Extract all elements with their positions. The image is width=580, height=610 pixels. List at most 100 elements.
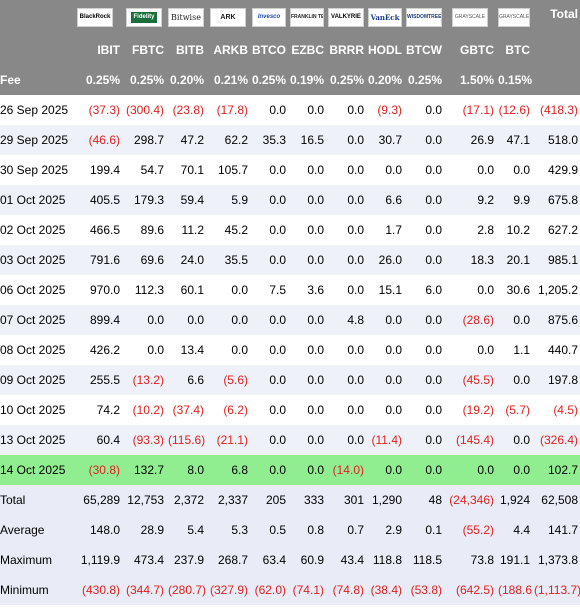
stat-cell: 28.9 [122, 515, 166, 545]
flow-cell: 0.0 [326, 245, 366, 275]
flow-cell: (28.6) [444, 305, 496, 335]
flow-cell: 0.0 [250, 305, 288, 335]
table-row: 26 Sep 2025 (37.3) (300.4) (23.8) (17.8) 0.0 0… [0, 95, 580, 125]
stat-cell: (344.7) [122, 575, 166, 605]
flow-cell: 0.0 [326, 125, 366, 155]
flow-cell: (4.5) [532, 395, 580, 425]
row-date: 09 Oct 2025 [0, 365, 68, 395]
flow-cell: 0.0 [366, 395, 404, 425]
fee-value: 0.19% [288, 65, 326, 95]
flow-cell: 11.2 [166, 215, 206, 245]
grayscale-logo-icon: GRAYSCALE [452, 8, 488, 27]
flow-cell: 627.2 [532, 215, 580, 245]
stat-cell: 62,508 [532, 485, 580, 515]
flow-cell: 0.0 [404, 365, 444, 395]
fee-value: 0.25% [122, 65, 166, 95]
stat-cell: 141.7 [532, 515, 580, 545]
flow-cell: (12.6) [496, 95, 532, 125]
flow-cell: (17.1) [444, 95, 496, 125]
flow-cell: 0.0 [250, 335, 288, 365]
stat-cell: 12,753 [122, 485, 166, 515]
fee-total-spacer [532, 65, 580, 95]
flow-cell: 0.0 [250, 155, 288, 185]
ticker-header-gbtc: GBTC [444, 35, 496, 65]
flow-cell: 20.1 [496, 245, 532, 275]
stat-cell: (62.0) [250, 575, 288, 605]
flow-cell: 0.0 [288, 305, 326, 335]
flow-cell: 30.7 [366, 125, 404, 155]
stat-row-average: Average 148.0 28.9 5.4 5.3 0.5 0.8 0.7 2.9 0.1 (55… [0, 515, 580, 545]
flow-cell: 132.7 [122, 455, 166, 485]
flow-cell: 0.0 [326, 155, 366, 185]
stat-label: Maximum [0, 545, 68, 575]
flow-cell: 0.0 [404, 455, 444, 485]
flow-cell: (93.3) [122, 425, 166, 455]
summary-stats-body: Total 65,289 12,753 2,372 2,337 205 333 301 1,29… [0, 485, 580, 605]
flow-cell: 0.0 [404, 125, 444, 155]
flow-cell: 899.4 [68, 305, 122, 335]
flow-cell: 6.0 [404, 275, 444, 305]
flow-cell: 0.0 [250, 425, 288, 455]
flow-cell: 0.0 [250, 215, 288, 245]
flow-cell: (9.3) [366, 95, 404, 125]
ticker-header-btcw: BTCW [404, 35, 444, 65]
flow-cell: 0.0 [366, 365, 404, 395]
flow-cell: (11.4) [366, 425, 404, 455]
blackrock-logo-icon: BlackRock [77, 8, 113, 27]
stat-cell: 0.8 [288, 515, 326, 545]
flow-cell: 0.0 [326, 425, 366, 455]
ticker-header-btco: BTCO [250, 35, 288, 65]
flow-cell: (45.5) [444, 365, 496, 395]
stat-row-total: Total 65,289 12,753 2,372 2,337 205 333 301 1,29… [0, 485, 580, 515]
flow-cell: 197.8 [532, 365, 580, 395]
ticker-header-brrr: BRRR [326, 35, 366, 65]
flow-cell: 47.2 [166, 125, 206, 155]
flow-cell: (115.6) [166, 425, 206, 455]
flow-cell: 0.0 [250, 455, 288, 485]
flow-cell: 30.6 [496, 275, 532, 305]
flow-cell: 0.0 [288, 365, 326, 395]
table-row: 13 Oct 2025 60.4 (93.3) (115.6) (21.1) 0.0 0.0… [0, 425, 580, 455]
flow-cell: 0.0 [444, 335, 496, 365]
flow-cell: 24.0 [166, 245, 206, 275]
flow-cell: 0.0 [404, 95, 444, 125]
row-date: 06 Oct 2025 [0, 275, 68, 305]
fee-value: 0.20% [166, 65, 206, 95]
stat-label: Minimum [0, 575, 68, 605]
stat-cell: 2,337 [206, 485, 250, 515]
table-row: 08 Oct 2025 426.2 0.0 13.4 0.0 0.0 0.0 0.0 0.0 0.… [0, 335, 580, 365]
stat-cell: 473.4 [122, 545, 166, 575]
table-row: 07 Oct 2025 899.4 0.0 0.0 0.0 0.0 0.0 4.8 0.0 0.0… [0, 305, 580, 335]
flow-cell: 112.3 [122, 275, 166, 305]
flow-cell: 791.6 [68, 245, 122, 275]
wisdomtree-logo-icon: WISDOMTREE [406, 8, 442, 27]
flow-cell: 0.0 [404, 395, 444, 425]
flow-cell: 0.0 [404, 335, 444, 365]
stat-label: Total [0, 485, 68, 515]
flow-cell: (326.4) [532, 425, 580, 455]
table-row: 06 Oct 2025 970.0 112.3 60.1 0.0 7.5 3.6 0.0 15.… [0, 275, 580, 305]
stat-cell: 5.3 [206, 515, 250, 545]
flow-cell: 47.1 [496, 125, 532, 155]
flow-cell: 0.0 [250, 185, 288, 215]
flow-cell: 0.0 [166, 305, 206, 335]
ticker-header-fbtc: FBTC [122, 35, 166, 65]
ticker-header-row: IBIT FBTC BITB ARKB BTCO EZBC BRRR HODL BTCW GBTC… [0, 35, 580, 65]
fee-value: 0.25% [68, 65, 122, 95]
franklin-templeton-logo-icon: FRANKLIN TEMPLETON [290, 8, 324, 27]
flow-cell: (17.8) [206, 95, 250, 125]
flow-cell: (5.6) [206, 365, 250, 395]
row-date: 07 Oct 2025 [0, 305, 68, 335]
flow-cell: 0.0 [206, 275, 250, 305]
flow-cell: 6.6 [366, 185, 404, 215]
stat-cell: 1,924 [496, 485, 532, 515]
flow-cell: 0.0 [288, 335, 326, 365]
flow-cell: 26.0 [366, 245, 404, 275]
stat-cell: 1,290 [366, 485, 404, 515]
flow-cell: 59.4 [166, 185, 206, 215]
stat-cell: (53.8) [404, 575, 444, 605]
flow-cell: 60.4 [68, 425, 122, 455]
flow-cell: (418.3) [532, 95, 580, 125]
stat-cell: 333 [288, 485, 326, 515]
stat-cell: (1,113.7) [532, 575, 580, 605]
